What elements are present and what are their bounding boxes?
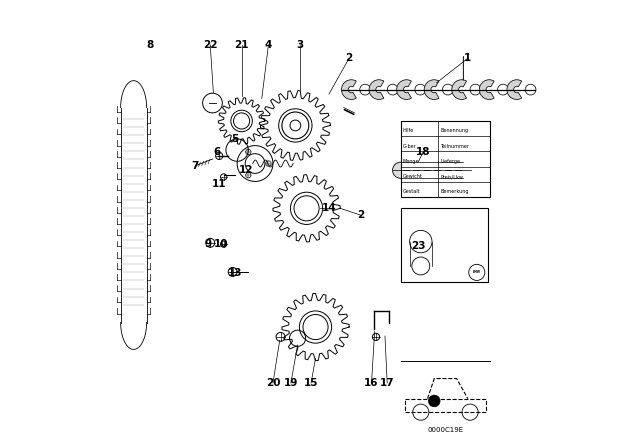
Text: 7: 7 — [191, 161, 198, 171]
Text: Gestalt: Gestalt — [403, 190, 420, 194]
Circle shape — [445, 162, 461, 178]
FancyBboxPatch shape — [401, 208, 488, 282]
Text: 8: 8 — [146, 40, 154, 50]
Text: 3: 3 — [296, 40, 303, 50]
Text: 17: 17 — [380, 378, 394, 388]
Circle shape — [392, 162, 409, 178]
Wedge shape — [424, 80, 439, 99]
Text: 10: 10 — [214, 239, 228, 249]
Text: 15: 15 — [304, 378, 318, 388]
Wedge shape — [369, 80, 384, 99]
Text: 6: 6 — [213, 147, 221, 157]
Text: Teilnummer: Teilnummer — [440, 144, 470, 149]
Text: 14: 14 — [322, 203, 336, 213]
Text: 4: 4 — [265, 40, 272, 50]
Text: Lieferge: Lieferge — [440, 159, 461, 164]
Wedge shape — [479, 80, 494, 99]
FancyBboxPatch shape — [401, 121, 490, 197]
Text: 19: 19 — [284, 378, 298, 388]
Text: Bemerkung: Bemerkung — [440, 190, 469, 194]
Wedge shape — [452, 80, 467, 99]
Circle shape — [403, 162, 419, 178]
Text: 12: 12 — [239, 165, 253, 175]
Text: 2: 2 — [356, 210, 364, 220]
Text: 20: 20 — [266, 378, 280, 388]
Text: 23: 23 — [412, 241, 426, 251]
Text: 11: 11 — [212, 179, 227, 189]
Circle shape — [525, 84, 536, 95]
Text: Hilfe: Hilfe — [403, 129, 414, 134]
Text: G-ber: G-ber — [403, 144, 417, 149]
Text: 18: 18 — [416, 147, 430, 157]
Text: BMW: BMW — [473, 271, 481, 274]
Text: 2: 2 — [346, 53, 353, 63]
Circle shape — [424, 162, 440, 178]
Circle shape — [442, 84, 453, 95]
Text: 22: 22 — [203, 40, 218, 50]
Text: Benennung: Benennung — [440, 129, 468, 134]
Text: Preis/Lkw: Preis/Lkw — [440, 174, 463, 179]
Circle shape — [468, 264, 485, 280]
Circle shape — [498, 84, 508, 95]
Text: 1: 1 — [464, 53, 472, 63]
Text: 0000C19E: 0000C19E — [428, 427, 463, 433]
Text: Gewicht: Gewicht — [403, 174, 423, 179]
Wedge shape — [397, 80, 412, 99]
Circle shape — [428, 395, 440, 407]
Text: 5: 5 — [231, 134, 239, 144]
Wedge shape — [342, 80, 356, 99]
Text: Menge: Menge — [403, 159, 419, 164]
Circle shape — [470, 84, 481, 95]
Text: 16: 16 — [364, 378, 379, 388]
Circle shape — [455, 162, 472, 178]
Circle shape — [413, 162, 429, 178]
Circle shape — [415, 84, 426, 95]
Wedge shape — [507, 80, 522, 99]
Text: 13: 13 — [228, 268, 242, 278]
Text: 9: 9 — [204, 239, 212, 249]
Text: 21: 21 — [234, 40, 249, 50]
Circle shape — [387, 84, 398, 95]
Circle shape — [360, 84, 371, 95]
Circle shape — [435, 162, 451, 178]
